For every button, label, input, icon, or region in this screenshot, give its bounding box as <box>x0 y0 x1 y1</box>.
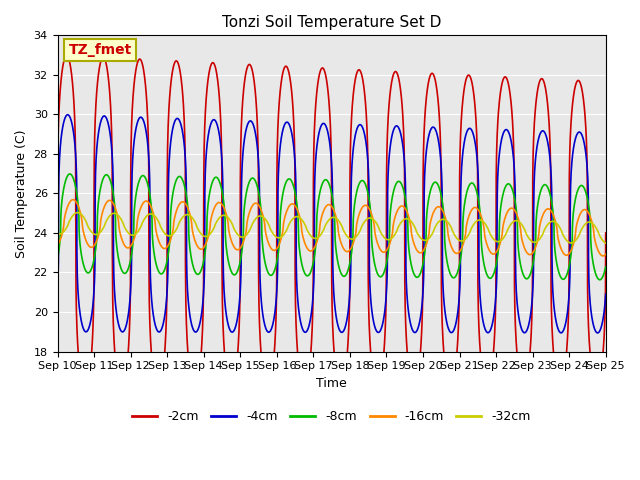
-2cm <box>591 380 599 386</box>
-8cm <box>532 219 540 225</box>
-8cm <box>591 269 599 275</box>
-4cm <box>602 291 609 297</box>
-4cm <box>64 112 72 118</box>
Title: Tonzi Soil Temperature Set D: Tonzi Soil Temperature Set D <box>222 15 442 30</box>
-4cm <box>149 308 157 314</box>
-16cm <box>69 197 77 203</box>
-8cm <box>66 171 74 177</box>
Legend: -2cm, -4cm, -8cm, -16cm, -32cm: -2cm, -4cm, -8cm, -16cm, -32cm <box>127 405 536 428</box>
-2cm <box>116 386 124 392</box>
Line: -16cm: -16cm <box>58 200 605 256</box>
-32cm <box>288 217 296 223</box>
-16cm <box>532 243 540 249</box>
-16cm <box>149 209 157 215</box>
-32cm <box>116 215 124 221</box>
-2cm <box>288 91 296 96</box>
-4cm <box>532 151 540 156</box>
-16cm <box>116 231 124 237</box>
-8cm <box>602 264 609 270</box>
-2cm <box>149 367 157 373</box>
-2cm <box>63 53 70 59</box>
-8cm <box>54 256 61 262</box>
-16cm <box>264 239 272 244</box>
-32cm <box>149 212 157 217</box>
-8cm <box>596 277 604 283</box>
-8cm <box>116 263 124 269</box>
-2cm <box>81 388 89 394</box>
-4cm <box>288 130 296 136</box>
-2cm <box>264 385 272 391</box>
-32cm <box>264 220 272 226</box>
Y-axis label: Soil Temperature (C): Soil Temperature (C) <box>15 129 28 258</box>
-2cm <box>54 220 61 226</box>
-32cm <box>74 210 81 216</box>
X-axis label: Time: Time <box>316 377 347 390</box>
-32cm <box>591 223 599 229</box>
-4cm <box>264 329 272 335</box>
-4cm <box>54 287 61 292</box>
-4cm <box>594 330 602 336</box>
-32cm <box>532 239 540 245</box>
-16cm <box>54 242 61 248</box>
Line: -2cm: -2cm <box>58 56 605 391</box>
-8cm <box>264 269 272 275</box>
-32cm <box>54 230 61 236</box>
-32cm <box>602 240 609 246</box>
-16cm <box>591 238 599 244</box>
-8cm <box>149 239 157 244</box>
-4cm <box>116 326 124 332</box>
-2cm <box>602 230 609 236</box>
-16cm <box>599 253 607 259</box>
-16cm <box>602 252 609 257</box>
-16cm <box>288 201 296 207</box>
Line: -4cm: -4cm <box>58 115 605 333</box>
Text: TZ_fmet: TZ_fmet <box>68 43 132 57</box>
-4cm <box>591 327 599 333</box>
Line: -8cm: -8cm <box>58 174 605 280</box>
Line: -32cm: -32cm <box>58 213 605 243</box>
-8cm <box>288 179 296 184</box>
-2cm <box>532 97 540 103</box>
